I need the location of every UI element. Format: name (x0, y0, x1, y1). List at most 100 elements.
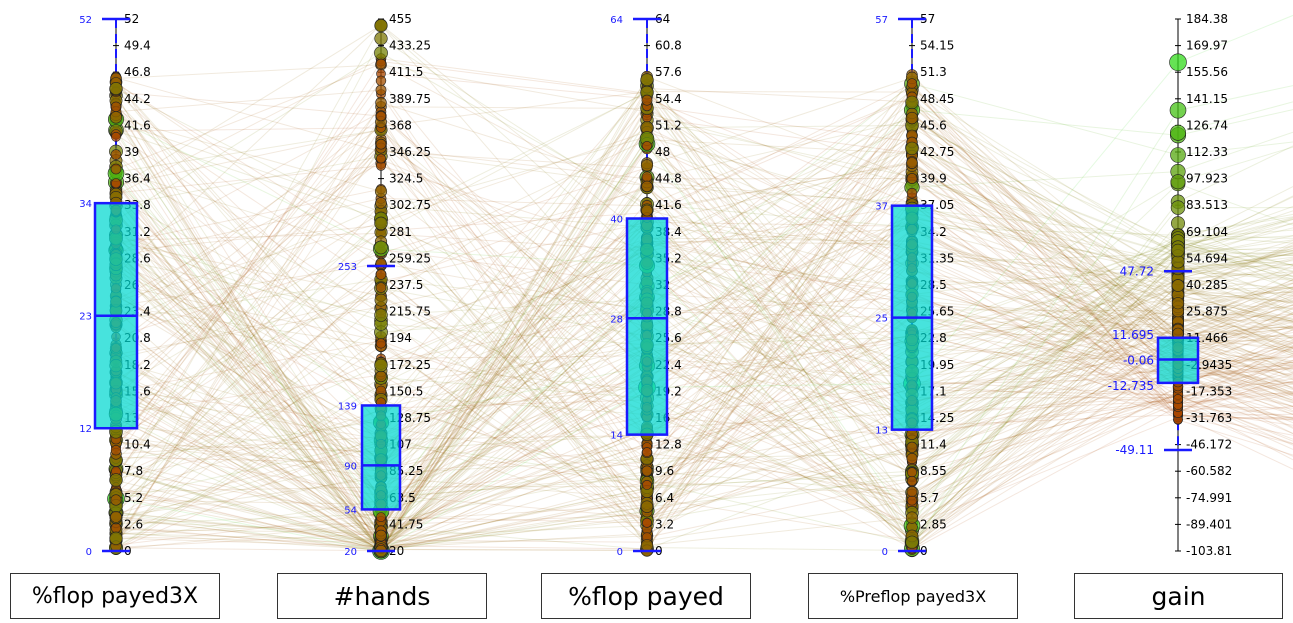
record-line (115, 60, 1293, 479)
record-line (115, 191, 1293, 552)
record-line (115, 331, 1293, 524)
record-line (115, 151, 1293, 550)
data-point (906, 157, 918, 169)
record-line (115, 144, 1293, 499)
tick-label: 57 (920, 12, 935, 26)
tick-label: 40.285 (1186, 278, 1228, 292)
record-line (115, 252, 1293, 544)
box-stat-label: 20 (344, 547, 357, 558)
record-line (115, 112, 1293, 551)
record-line (115, 169, 1293, 415)
box-stat-label: 12 (79, 424, 92, 435)
record-line (115, 117, 1293, 550)
record-line (115, 234, 1293, 372)
axis-label-flop-payed[interactable]: %flop payed (541, 573, 751, 619)
axis-label-hands[interactable]: #hands (277, 573, 487, 619)
tick-label: 302.75 (389, 198, 431, 212)
record-line (115, 24, 1293, 475)
record-line (115, 85, 1293, 461)
record-line (115, 238, 1293, 537)
data-point (1171, 216, 1186, 231)
tick-label: 126.74 (1186, 118, 1228, 132)
record-line (115, 239, 1293, 403)
data-point (1170, 200, 1186, 215)
axis-label-flop-payed3x[interactable]: %flop payed3X (10, 573, 220, 619)
tick-label: 39 (124, 145, 139, 159)
tick-label: 44.8 (655, 172, 682, 186)
record-line (115, 253, 1293, 523)
record-line (115, 105, 1293, 520)
data-point (110, 445, 122, 456)
tick-label: 45.6 (920, 118, 947, 132)
record-line (115, 78, 1293, 518)
record-line (115, 220, 1293, 547)
data-point (642, 140, 652, 151)
box-stat-label: -12.735 (1108, 379, 1154, 393)
data-point (109, 82, 123, 96)
tick-label: 215.75 (389, 305, 431, 319)
record-line (115, 89, 1293, 321)
tick-label: 2.6 (124, 517, 143, 531)
record-line (115, 132, 1293, 524)
record-line (115, 186, 1293, 443)
record-line (115, 284, 1293, 537)
data-point (642, 447, 652, 457)
tick-label: 9.6 (655, 464, 674, 478)
record-line (115, 120, 1293, 277)
data-point (374, 240, 388, 255)
record-line (115, 93, 1293, 495)
record-line (115, 241, 1293, 429)
axis-label-preflop-payed3x[interactable]: %Preflop payed3X (808, 573, 1018, 619)
record-line (115, 224, 1293, 463)
record-line (115, 217, 1293, 522)
record-line (115, 138, 1293, 479)
tick-label: 44.2 (124, 92, 151, 106)
data-point (642, 517, 652, 528)
data-point (375, 138, 387, 150)
tick-label: 281 (389, 225, 412, 239)
tick-label: 324.5 (389, 172, 423, 186)
tick-label: 389.75 (389, 92, 431, 106)
record-line (115, 269, 1293, 507)
record-line (115, 309, 1293, 534)
data-point (375, 338, 387, 349)
tick-label: 155.56 (1186, 65, 1228, 79)
tick-label: 51.2 (655, 118, 682, 132)
record-line (115, 169, 1293, 407)
record-line (115, 226, 1293, 451)
record-line (115, 124, 1293, 547)
data-point (1173, 394, 1184, 405)
tick-label: 433.25 (389, 39, 431, 53)
tick-label: 39.9 (920, 172, 947, 186)
record-line (115, 121, 1293, 535)
record-line (115, 136, 1293, 550)
record-line (115, 182, 1293, 445)
record-line (115, 222, 1293, 549)
tick-label: 60.8 (655, 39, 682, 53)
tick-label: 54.694 (1186, 251, 1228, 265)
tick-label: 3.2 (655, 517, 674, 531)
record-line (115, 116, 1293, 546)
data-point (641, 171, 653, 182)
tick-label: 83.513 (1186, 198, 1228, 212)
axis-label-gain[interactable]: gain (1074, 573, 1283, 619)
data-point (376, 512, 386, 522)
tick-label: 184.38 (1186, 12, 1228, 26)
record-line (115, 280, 1293, 551)
tick-label: 49.4 (124, 39, 151, 53)
record-line (115, 146, 1293, 498)
record-line (115, 105, 1293, 552)
data-point (906, 452, 918, 464)
record-line (115, 137, 1293, 552)
tick-label: 11.4 (920, 438, 947, 452)
record-line (115, 155, 1293, 552)
record-line (115, 103, 1293, 551)
record-line (115, 219, 1293, 487)
record-line (115, 194, 1293, 465)
tick-label: 97.923 (1186, 172, 1228, 186)
data-point (374, 216, 388, 231)
record-line (115, 281, 1293, 544)
record-line (115, 234, 1293, 541)
data-point (640, 539, 654, 552)
tick-label: 41.6 (124, 118, 151, 132)
